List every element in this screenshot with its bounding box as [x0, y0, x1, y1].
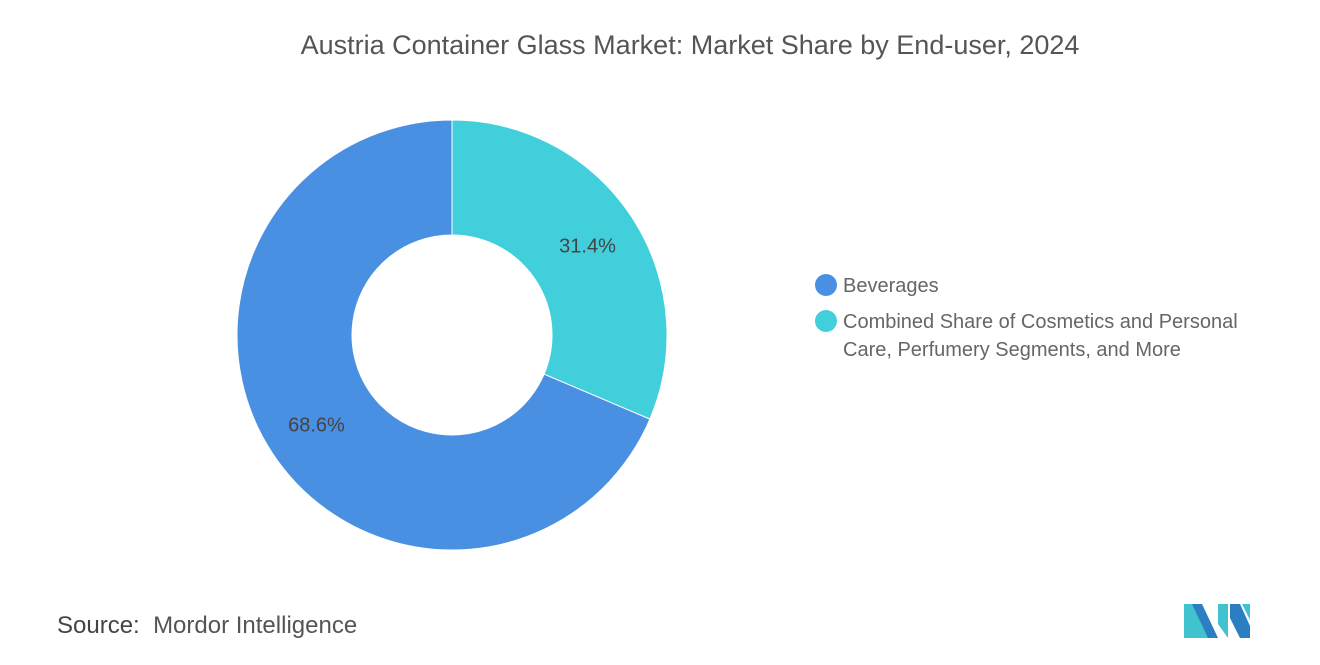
- source-label: Source:: [57, 612, 140, 639]
- legend-swatch: [815, 274, 837, 296]
- chart-title: Austria Container Glass Market: Market S…: [300, 30, 1080, 60]
- donut-slice[interactable]: [236, 119, 651, 551]
- legend-label: Beverages: [843, 275, 939, 297]
- donut-slice[interactable]: [451, 119, 668, 420]
- slice-label: 31.4%: [559, 235, 616, 257]
- legend-item-beverages[interactable]: Beverages: [815, 272, 1288, 300]
- slice-label: 68.6%: [288, 415, 345, 437]
- legend-item-cosmetics[interactable]: Combined Share of Cosmetics and Personal…: [815, 308, 1288, 364]
- source-note: Source: Mordor Intelligence: [57, 612, 357, 640]
- source-value: Mordor Intelligence: [153, 612, 358, 639]
- donut-chart: 31.4% 68.6%: [236, 119, 668, 551]
- legend: Beverages Combined Share of Cosmetics an…: [815, 272, 1288, 372]
- legend-swatch: [815, 310, 837, 332]
- legend-label: Combined Share of Cosmetics and Personal…: [843, 311, 1238, 361]
- mordor-logo: [1184, 604, 1250, 638]
